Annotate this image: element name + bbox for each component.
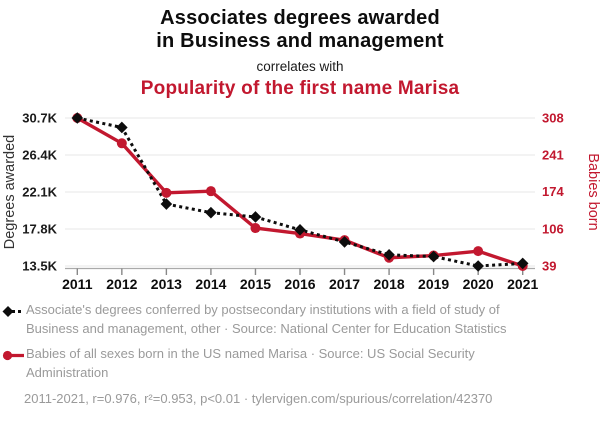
page-subtitle: Popularity of the first name Marisa [140,77,460,99]
degrees-awarded-point-marker [427,250,440,263]
legend-label: Associate's degrees conferred by postsec… [26,301,507,336]
stats-footer: 2011-2021, r=0.976, r²=0.953, p<0.01 · t… [0,390,600,408]
degrees-awarded-point-marker [516,257,529,269]
degrees-awarded-point-marker [205,206,217,219]
left-axis-tick-label: 30.7K [22,110,57,125]
babies-born-point-marker [116,138,127,149]
babies-born-point-marker [205,185,216,196]
degrees-awarded-point-marker [249,210,262,223]
babies-born-point-marker [161,187,172,198]
x-tick-label: 2012 [106,276,137,292]
x-tick-label: 2014 [195,276,226,292]
left-axis-tick-label: 22.1K [22,184,57,199]
left-axis-tick-label: 13.5K [22,258,57,273]
page-title-line2: in Business and management [156,30,444,53]
degrees-awarded-point-marker [338,235,351,248]
legend-entry-degrees: Associate's degrees conferred by postsec… [2,301,542,338]
page-title-line1: Associates degrees awarded [160,7,440,29]
right-axis-title: Babies born [585,153,600,230]
x-tick-label: 2016 [284,276,315,292]
degrees-awarded-point-marker [160,198,173,210]
x-tick-label: 2015 [240,276,271,292]
babies-born-point-marker [473,245,484,256]
x-tick-label: 2017 [329,276,360,292]
dual-axis-line-chart: 2011 2012 2013 2014 2015 2016 2017 2018 2019 2020… [0,100,600,298]
x-tick-label: 2020 [463,276,494,292]
degrees-awarded-point-marker [294,223,306,236]
left-axis-title: Degrees awarded [2,135,18,249]
left-axis-tick-label: 17.8K [22,221,57,236]
black-diamond-dashed-line-icon [2,304,24,322]
degrees-awarded-point-marker [116,121,128,134]
right-axis-tick-label: 241 [542,147,564,162]
legend-entry-babies: Babies of all sexes born in the US named… [2,345,542,382]
x-tick-label: 2018 [374,276,405,292]
degrees-awarded-point-marker [71,111,84,124]
legend-label: Babies of all sexes born in the US named… [26,346,475,380]
chart-canvas: 2011 2012 2013 2014 2015 2016 2017 2018 2019 2020… [2,110,600,292]
x-tick-label: 2021 [507,276,538,292]
chart-legend: Associate's degrees conferred by postsec… [0,301,600,383]
x-tick-label: 2011 [62,276,93,292]
stats-and-url-text: 2011-2021, r=0.976, r²=0.953, p<0.01 · t… [24,390,493,406]
right-axis-tick-label: 308 [542,110,564,125]
right-axis-tick-label: 106 [542,221,564,236]
correlates-with-label: correlates with [256,58,344,74]
degrees-awarded-point-marker [472,259,484,272]
x-tick-label: 2013 [151,276,182,292]
right-axis-tick-label: 174 [542,184,564,199]
right-axis-tick-label: 39 [542,258,556,273]
babies-born-point-marker [250,222,261,233]
degrees-awarded-point-marker [383,248,395,261]
red-circle-solid-line-icon [2,348,24,366]
left-axis-tick-label: 26.4K [22,147,57,162]
x-tick-label: 2019 [418,276,449,292]
chart-header: Associates degrees awarded in Business a… [0,0,600,100]
